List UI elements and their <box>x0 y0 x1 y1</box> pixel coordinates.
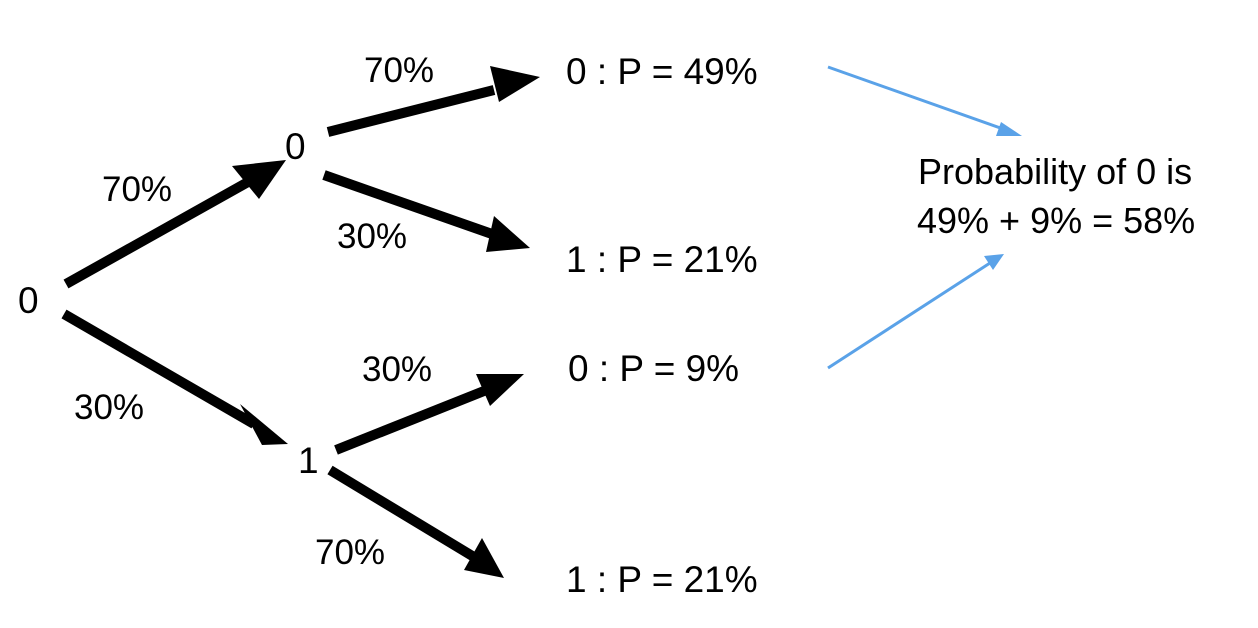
arrowhead-lower-to-leaf3 <box>476 374 524 406</box>
edge-label-root-to-upper: 70% <box>102 170 173 209</box>
leaf-outcome-2: 1 : P = 21% <box>566 239 758 280</box>
arrowhead-root-to-upper <box>232 160 286 199</box>
node-lower: 1 <box>298 440 319 481</box>
leaf-outcome-1: 0 : P = 49% <box>566 51 758 92</box>
edge-label-upper-to-leaf2: 30% <box>337 217 408 256</box>
summary-line-1: Probability of 0 is <box>918 151 1193 192</box>
arrowhead-upper-to-leaf1 <box>490 66 540 102</box>
edge-label-upper-to-leaf1: 70% <box>364 51 435 90</box>
edge-label-lower-to-leaf3: 30% <box>362 350 433 389</box>
edge-root-to-lower <box>61 309 257 429</box>
arrowhead-root-to-lower <box>240 404 288 445</box>
edge-upper-to-leaf2 <box>322 170 494 239</box>
node-root: 0 <box>18 280 39 321</box>
summary-arrowhead-from-leaf1 <box>996 122 1022 136</box>
summary-line-2: 49% + 9% = 58% <box>917 200 1196 241</box>
edge-upper-to-leaf1 <box>326 85 496 137</box>
summary-arrow-from-leaf3 <box>827 261 991 370</box>
edge-lower-to-leaf4 <box>327 465 477 562</box>
edge-label-lower-to-leaf4: 70% <box>315 533 386 572</box>
edge-root-to-upper <box>63 177 251 289</box>
arrowhead-lower-to-leaf4 <box>464 538 504 578</box>
node-upper: 0 <box>285 126 306 167</box>
edge-lower-to-leaf3 <box>334 386 486 455</box>
edge-label-root-to-lower: 30% <box>74 388 145 427</box>
leaf-outcome-4: 1 : P = 21% <box>566 559 758 600</box>
summary-arrowhead-from-leaf3 <box>984 254 1004 270</box>
leaf-outcome-3: 0 : P = 9% <box>568 348 740 389</box>
arrowhead-upper-to-leaf2 <box>486 216 530 252</box>
summary-arrow-from-leaf1 <box>827 65 1007 132</box>
